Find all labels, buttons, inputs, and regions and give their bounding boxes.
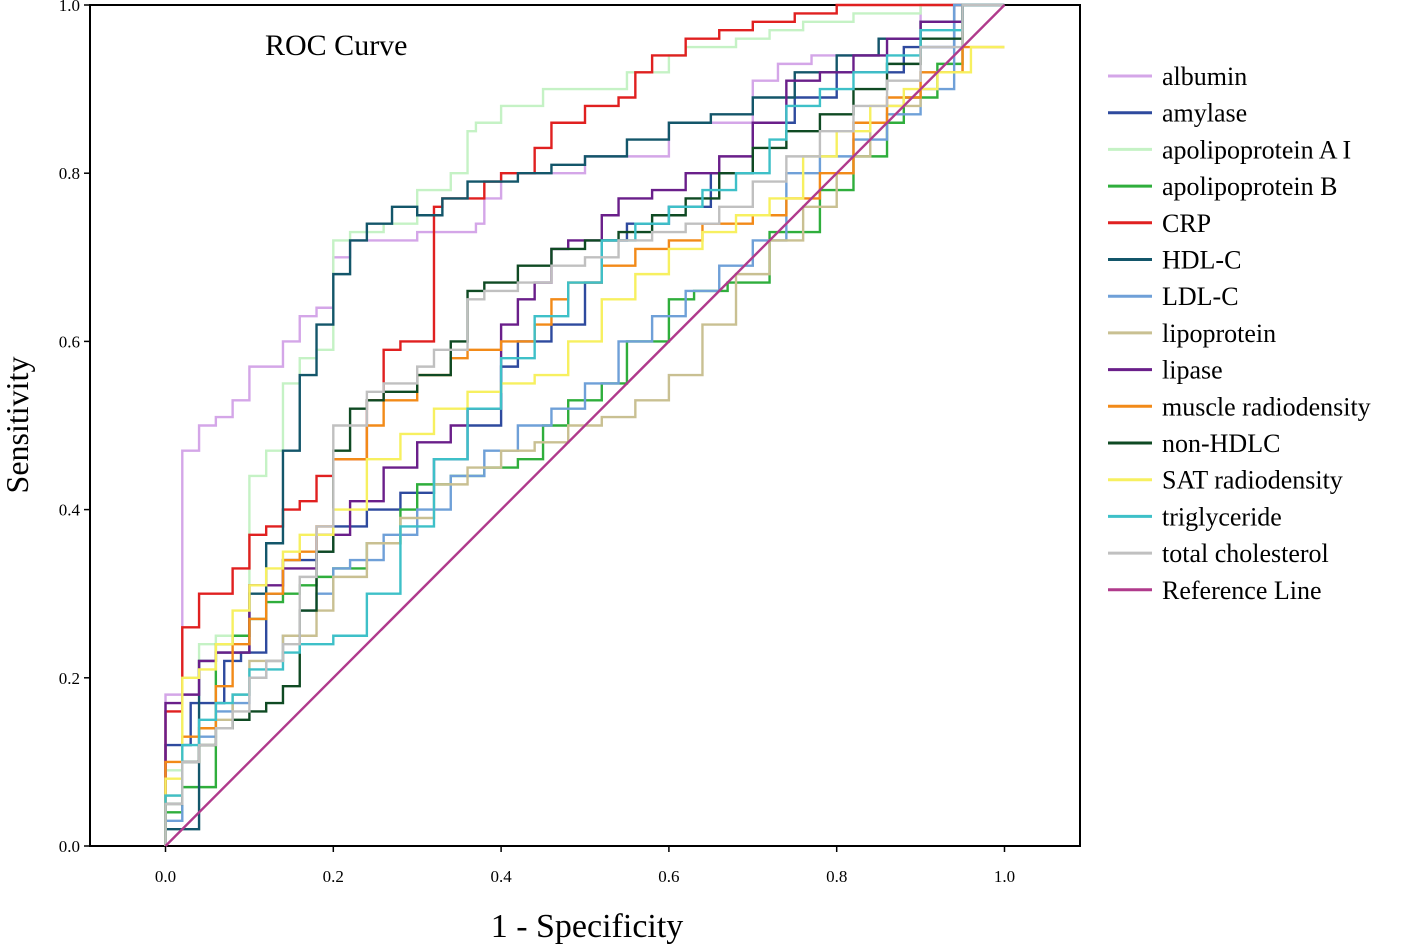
y-tick-label: 0.2 (59, 669, 80, 688)
y-tick-label: 1.0 (59, 0, 80, 15)
legend-label-amylase: amylase (1162, 99, 1247, 128)
legend-label-hdl-c: HDL-C (1162, 246, 1241, 275)
legend-label-apolipoprotein-a-i: apolipoprotein A I (1162, 135, 1351, 164)
x-tick-label: 0.4 (490, 867, 512, 886)
y-tick-label: 0.8 (59, 164, 80, 183)
series-line-apolipoprotein-a-i (164, 3, 1005, 846)
series-line-reference-line (164, 4, 1006, 847)
y-axis-label: Sensitivity (0, 357, 35, 494)
x-axis-ticks: 0.0 0.2 0.4 0.6 0.8 1.0 (155, 846, 1015, 886)
legend-label-reference-line: Reference Line (1162, 576, 1322, 605)
legend-label-lipoprotein: lipoprotein (1162, 319, 1276, 348)
legend-label-lipase: lipase (1162, 356, 1223, 385)
legend-label-triglyceride: triglyceride (1162, 502, 1282, 531)
legend: albumin amylase apolipoprotein A I apolipop… (1108, 62, 1371, 605)
plot-frame (89, 4, 1081, 847)
series-line-total-cholesterol (164, 3, 1005, 846)
x-tick-label: 1.0 (994, 867, 1015, 886)
x-tick-label: 0.6 (658, 867, 679, 886)
y-tick-label: 0.4 (59, 501, 81, 520)
legend-label-albumin: albumin (1162, 62, 1247, 91)
series-line-crp (164, 3, 1005, 846)
legend-label-apolipoprotein-b: apolipoprotein B (1162, 172, 1337, 201)
y-axis-ticks: 0.0 0.2 0.4 0.6 0.8 1.0 (59, 0, 90, 856)
series-line-albumin (164, 3, 1005, 846)
y-tick-label: 0.0 (59, 837, 80, 856)
x-tick-label: 0.2 (323, 867, 344, 886)
x-tick-label: 0.8 (826, 867, 847, 886)
legend-label-non-hdlc: non-HDLC (1162, 429, 1280, 458)
series-line-triglyceride (164, 3, 1005, 846)
y-tick-label: 0.6 (59, 332, 80, 351)
legend-label-muscle-radiodensity: muscle radiodensity (1162, 392, 1371, 421)
legend-label-sat-radiodensity: SAT radiodensity (1162, 466, 1343, 495)
legend-label-ldl-c: LDL-C (1162, 282, 1239, 311)
chart-title: ROC Curve (265, 29, 408, 62)
x-tick-label: 0.0 (155, 867, 176, 886)
legend-label-crp: CRP (1162, 209, 1211, 238)
legend-label-total-cholesterol: total cholesterol (1162, 539, 1329, 568)
series-lines (164, 3, 1006, 847)
x-axis-label: 1 - Specificity (491, 908, 684, 945)
